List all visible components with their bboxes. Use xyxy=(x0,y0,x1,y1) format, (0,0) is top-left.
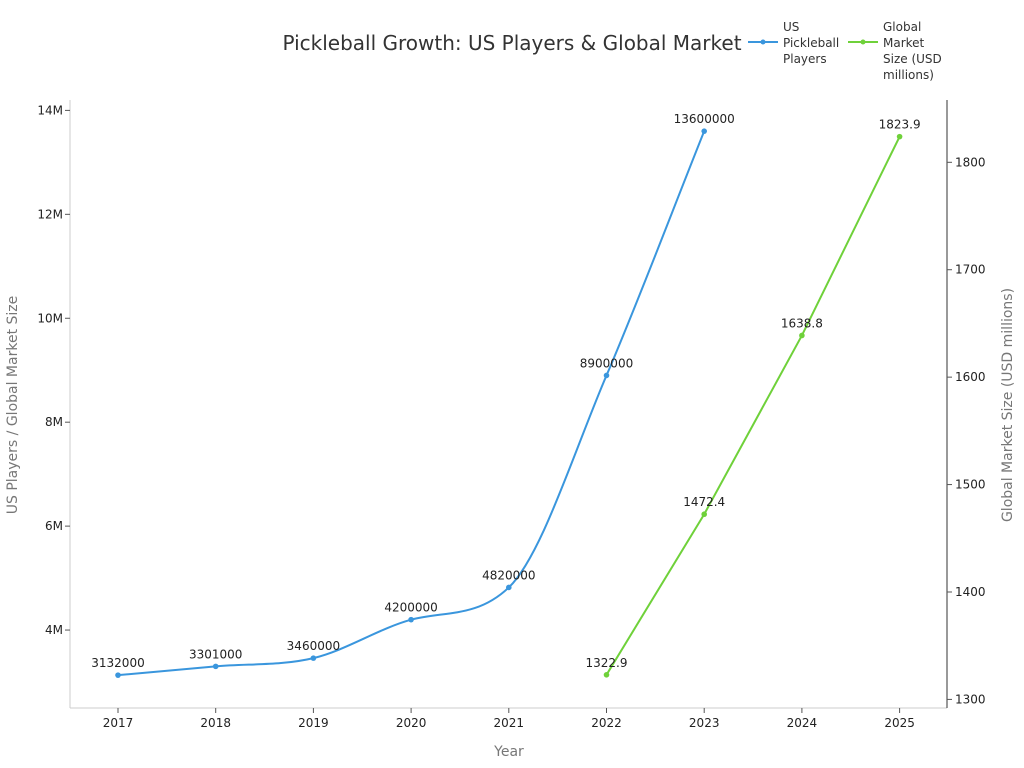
y-right-tick-label: 1400 xyxy=(955,585,986,599)
y-right-tick-label: 1600 xyxy=(955,370,986,384)
y-left-tick-label: 4M xyxy=(45,623,63,637)
data-point xyxy=(799,332,805,339)
legend-label: Global xyxy=(883,20,921,34)
legend-entry-1: US Pickleball Players xyxy=(748,20,839,66)
data-label: 1823.9 xyxy=(879,118,921,132)
y-right-tick-label: 1700 xyxy=(955,263,986,277)
data-label: 1472.4 xyxy=(683,495,725,509)
y-right-tick-label: 1300 xyxy=(955,692,986,706)
y-left-tick-label: 14M xyxy=(37,103,63,117)
x-tick-label: 2018 xyxy=(200,716,231,730)
data-point xyxy=(701,128,707,134)
data-label: 13600000 xyxy=(674,112,735,126)
data-point xyxy=(115,672,121,678)
data-label: 4820000 xyxy=(482,568,535,582)
y-left-tick-label: 6M xyxy=(45,519,63,533)
series-1: 3132000 3301000 3460000 4200000 4820000 89000… xyxy=(91,112,735,678)
x-tick-label: 2025 xyxy=(884,716,915,730)
x-tick-label: 2017 xyxy=(103,716,134,730)
legend-label: Size (USD xyxy=(883,52,942,66)
data-point xyxy=(701,511,707,518)
x-tick-label: 2022 xyxy=(591,716,622,730)
y-left-tick-label: 8M xyxy=(45,415,63,429)
data-label: 3301000 xyxy=(189,647,242,661)
x-tick-label: 2024 xyxy=(787,716,818,730)
data-point xyxy=(896,133,903,140)
data-label: 1322.9 xyxy=(586,656,628,670)
x-tick-label: 2019 xyxy=(298,716,329,730)
x-axis-title: Year xyxy=(493,744,524,760)
data-label: 4200000 xyxy=(384,601,437,615)
y-right-tick-label: 1500 xyxy=(955,478,986,492)
chart-title: Pickleball Growth: US Players & Global M… xyxy=(282,31,741,55)
legend-label: US xyxy=(783,20,799,34)
legend-swatch-marker xyxy=(860,39,866,45)
legend: US Pickleball Players Global Market Size (USD… xyxy=(748,20,942,82)
x-tick-label: 2021 xyxy=(494,716,525,730)
series-layer: 3132000 3301000 3460000 4200000 4820000 89000… xyxy=(91,112,921,678)
data-label: 3132000 xyxy=(91,656,144,670)
legend-swatch-marker xyxy=(760,39,766,45)
data-point xyxy=(506,584,512,591)
series-line xyxy=(605,136,901,676)
legend-label: Pickleball xyxy=(783,36,839,50)
data-label: 1638.8 xyxy=(781,316,823,330)
data-point xyxy=(310,655,317,661)
legend-entry-2: Global Market Size (USD millions) xyxy=(848,20,942,82)
data-label: 8900000 xyxy=(580,356,633,370)
y-axis-left-title: US Players / Global Market Size xyxy=(5,296,21,514)
series-line xyxy=(117,130,706,677)
legend-label: Market xyxy=(883,36,925,50)
data-point xyxy=(212,663,219,670)
y-axis-right-title: Global Market Size (USD millions) xyxy=(1000,288,1016,522)
x-tick-label: 2020 xyxy=(396,716,427,730)
axes: 2017 2018 2019 2020 2021 2022 2023 2024 2025 4M 6M… xyxy=(37,100,986,730)
y-right-tick-label: 1800 xyxy=(955,155,986,169)
y-left-tick-label: 10M xyxy=(37,311,63,325)
series-2: 1322.9 1472.4 1638.8 1823.9 xyxy=(586,118,921,678)
legend-label: Players xyxy=(783,52,827,66)
y-left-tick-label: 12M xyxy=(37,207,63,221)
x-tick-label: 2023 xyxy=(689,716,720,730)
data-point xyxy=(603,672,610,678)
legend-label: millions) xyxy=(883,68,934,82)
data-label: 3460000 xyxy=(287,639,340,653)
data-point xyxy=(603,372,610,379)
data-point xyxy=(408,616,414,623)
